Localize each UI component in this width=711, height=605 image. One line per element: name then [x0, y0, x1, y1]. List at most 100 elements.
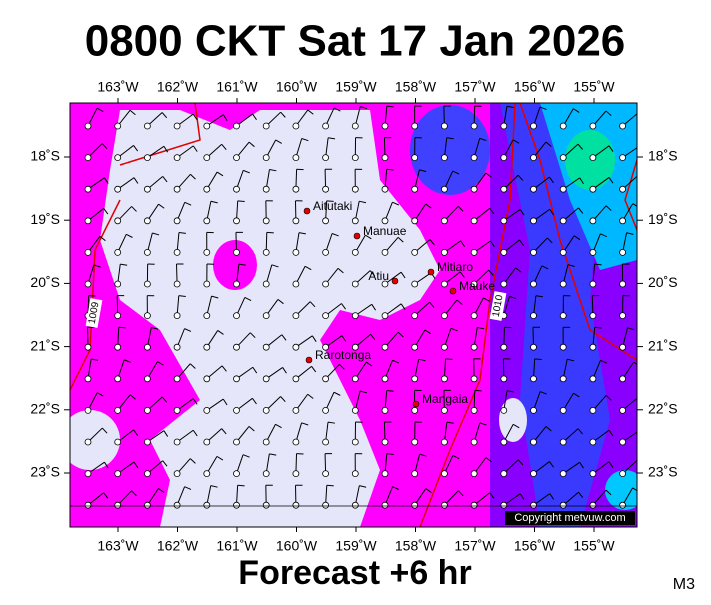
barb-station [293, 344, 299, 350]
barb-station [501, 502, 507, 508]
barb-station [531, 376, 537, 382]
barb-station [471, 471, 477, 477]
lon-label: 163˚W [97, 538, 139, 554]
barb-station [382, 407, 388, 413]
barb-station [144, 439, 150, 445]
barb-station [412, 376, 418, 382]
barb-flag [639, 146, 643, 152]
barb-station [323, 281, 329, 287]
barb-station [115, 439, 121, 445]
barb-station [560, 471, 566, 477]
barb-station [263, 471, 269, 477]
barb-station [352, 123, 358, 129]
barb-station [382, 439, 388, 445]
barb-station [293, 186, 299, 192]
barb-station [620, 281, 626, 287]
barb-station [382, 313, 388, 319]
lon-label: 162˚W [157, 79, 199, 95]
barb-station [590, 439, 596, 445]
barb-station [144, 186, 150, 192]
barb-station [501, 344, 507, 350]
barb-station [293, 407, 299, 413]
barb-station [115, 186, 121, 192]
barb-station [531, 439, 537, 445]
barb-station [501, 218, 507, 224]
barb-station [441, 502, 447, 508]
barb-station [323, 502, 329, 508]
barb-station [293, 218, 299, 224]
barb-station [501, 439, 507, 445]
barb-station [352, 376, 358, 382]
barb-station [620, 502, 626, 508]
barb-station [144, 344, 150, 350]
barb-station [620, 471, 626, 477]
barb-station [471, 376, 477, 382]
copyright: Copyright metvuw.com [514, 512, 625, 524]
barb-station [323, 123, 329, 129]
barb-station [263, 218, 269, 224]
barb-station [441, 123, 447, 129]
lon-label: 162˚W [157, 538, 199, 554]
barb-station [531, 471, 537, 477]
barb-station [560, 313, 566, 319]
barb-station [323, 439, 329, 445]
barb-station [144, 502, 150, 508]
barb-station [323, 376, 329, 382]
barb-station [590, 502, 596, 508]
barb-station [412, 471, 418, 477]
barb-station [115, 313, 121, 319]
lat-label: 23˚S [648, 464, 678, 480]
barb-station [115, 218, 121, 224]
barb-station [115, 344, 121, 350]
barb-station [174, 249, 180, 255]
barb-flag [238, 201, 245, 202]
place-label: Mangaia [422, 392, 468, 406]
barb-station [174, 218, 180, 224]
barb-station [560, 186, 566, 192]
barb-flag [119, 327, 126, 328]
lat-label: 20˚S [648, 274, 678, 290]
barb-station [293, 155, 299, 161]
place-label: Mitiaro [437, 260, 473, 274]
lat-label: 20˚S [30, 274, 60, 290]
lon-label: 155˚W [573, 79, 615, 95]
barb-station [352, 186, 358, 192]
barb-station [263, 313, 269, 319]
barb-station [620, 123, 626, 129]
barb-station [560, 218, 566, 224]
lat-label: 19˚S [30, 211, 60, 227]
barb-station [204, 407, 210, 413]
barb-station [85, 344, 91, 350]
place-label: Rarotonga [315, 348, 371, 362]
barb-station [323, 471, 329, 477]
barb-station [352, 281, 358, 287]
barb-station [293, 313, 299, 319]
barb-station [412, 249, 418, 255]
barb-station [560, 155, 566, 161]
barb-station [263, 123, 269, 129]
barb-station [204, 376, 210, 382]
barb-station [323, 155, 329, 161]
barb-station [412, 155, 418, 161]
place-label: Manuae [363, 224, 407, 238]
barb-station [590, 376, 596, 382]
barb-station [382, 186, 388, 192]
barb-station [412, 502, 418, 508]
barb-flag [638, 398, 642, 403]
barb-station [590, 123, 596, 129]
barb-station [85, 155, 91, 161]
barb-station [293, 123, 299, 129]
barb-station [501, 123, 507, 129]
barb-station [560, 407, 566, 413]
barb-station [531, 249, 537, 255]
lon-label: 158˚W [395, 538, 437, 554]
barb-flag [446, 359, 453, 360]
barb-flag [638, 113, 642, 118]
barb-flag [327, 485, 334, 486]
barb-station [441, 344, 447, 350]
barb-station [620, 376, 626, 382]
barb-station [263, 407, 269, 413]
barb-station [412, 218, 418, 224]
barb-station [263, 186, 269, 192]
